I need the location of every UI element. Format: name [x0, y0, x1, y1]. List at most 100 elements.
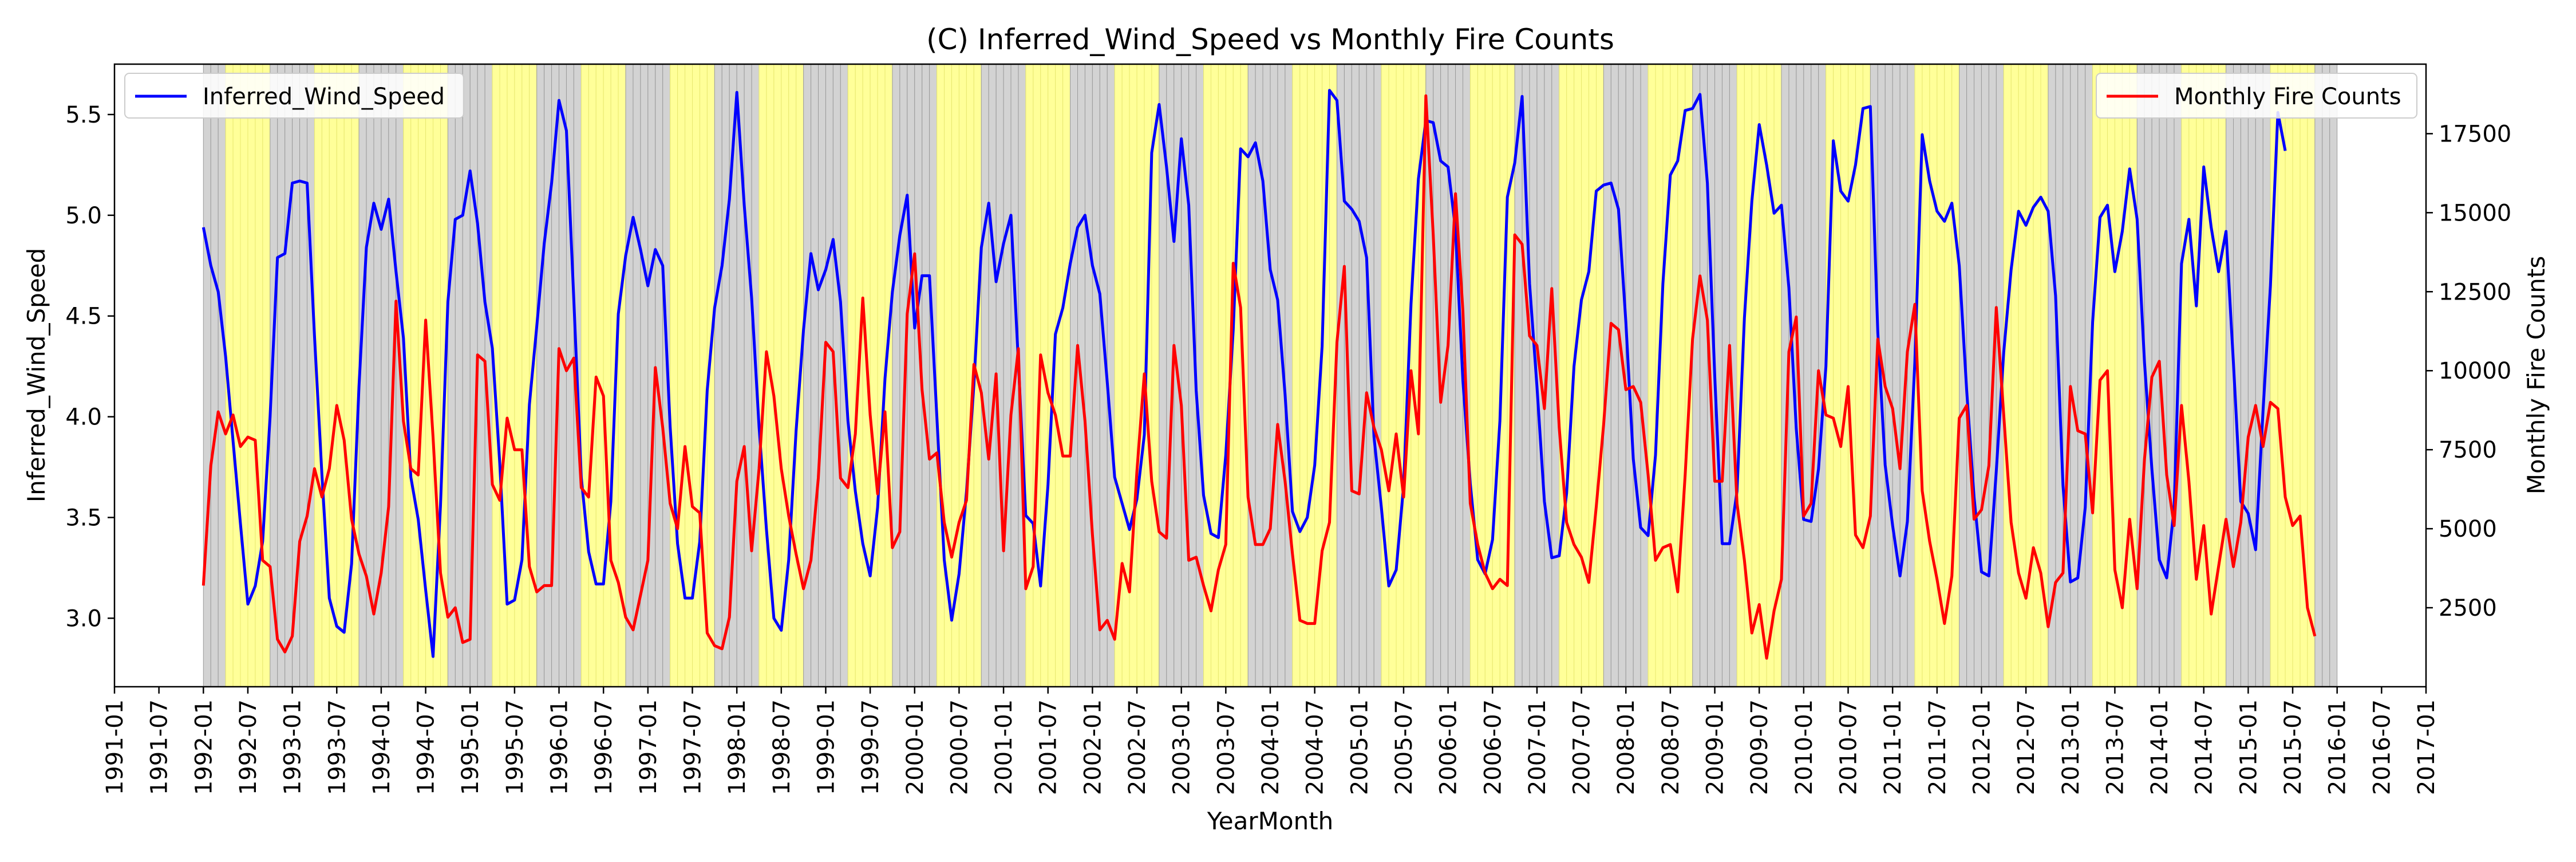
x-tick-label: 2010-01 [1791, 699, 1818, 795]
x-tick-label: 2009-01 [1702, 699, 1729, 795]
band-dry [773, 64, 782, 687]
x-tick-label: 1993-07 [324, 699, 350, 795]
band-dry [336, 64, 345, 687]
band-dry [870, 64, 878, 687]
band-dry [1840, 64, 1848, 687]
band-wet [210, 64, 219, 687]
x-axis-label: YearMonth [1207, 807, 1334, 835]
x-tick-label: 2005-07 [1391, 699, 1417, 795]
band-wet [2070, 64, 2079, 687]
x-tick-label: 2008-07 [1658, 699, 1684, 795]
band-dry [1581, 64, 1590, 687]
y-right-tick-label: 15000 [2439, 200, 2511, 226]
band-dry [232, 64, 241, 687]
band-wet [1803, 64, 1812, 687]
band-dry [1477, 64, 1485, 687]
band-dry [351, 64, 359, 687]
x-tick-label: 2003-07 [1213, 699, 1239, 795]
x-tick-label: 1991-07 [147, 699, 173, 795]
x-tick-label: 1999-07 [858, 699, 884, 795]
band-wet [1351, 64, 1360, 687]
band-wet [2255, 64, 2263, 687]
band-wet [981, 64, 989, 687]
band-wet [1196, 64, 1204, 687]
band-wet [1692, 64, 1701, 687]
band-dry [2092, 64, 2101, 687]
x-tick-label: 1992-07 [235, 699, 262, 795]
x-tick-label: 1995-07 [502, 699, 528, 795]
band-wet [1966, 64, 1975, 687]
band-dry [2218, 64, 2227, 687]
band-dry [595, 64, 604, 687]
y-axis-right: 2500 5000 7500 10000 12500 15000 17500 [2426, 121, 2511, 621]
y-left-tick-label: 5.5 [65, 102, 102, 128]
x-axis: 1991-01 1991-07 1992-01 1992-07 1993-01 1993-… [102, 687, 2440, 795]
x-tick-label: 2016-07 [2369, 699, 2395, 795]
band-dry [937, 64, 945, 687]
band-dry [1670, 64, 1678, 687]
band-wet [299, 64, 307, 687]
y-left-tick-label: 5.0 [65, 203, 102, 229]
x-tick-label: 2004-01 [1258, 699, 1284, 795]
x-tick-label: 1994-07 [413, 699, 440, 795]
x-tick-label: 2002-01 [1080, 699, 1106, 795]
band-wet [2136, 64, 2145, 687]
y-right-tick-label: 17500 [2439, 121, 2511, 147]
band-dry [1492, 64, 1500, 687]
x-tick-label: 1994-01 [369, 699, 395, 795]
band-wet [2240, 64, 2249, 687]
band-dry [410, 64, 419, 687]
background-bands [203, 64, 2338, 687]
x-tick-label: 2002-07 [1124, 699, 1151, 795]
series-line-wind-speed [202, 89, 2287, 658]
band-dry [2307, 64, 2316, 687]
x-tick-label: 2014-01 [2147, 699, 2173, 795]
x-tick-label: 2010-07 [1836, 699, 1862, 795]
x-tick-label: 2003-01 [1169, 699, 1195, 795]
band-dry [2196, 64, 2204, 687]
band-dry [262, 64, 271, 687]
x-tick-label: 2012-01 [1969, 699, 1995, 795]
band-wet [825, 64, 833, 687]
band-wet [307, 64, 315, 687]
band-dry [1595, 64, 1604, 687]
band-dry [1469, 64, 1478, 687]
band-wet [447, 64, 456, 687]
x-tick-label: 1993-01 [280, 699, 306, 795]
band-wet [544, 64, 552, 687]
x-tick-label: 2011-07 [1925, 699, 1951, 795]
band-dry [2033, 64, 2041, 687]
band-dry [1381, 64, 1389, 687]
x-tick-label: 2006-07 [1480, 699, 1506, 795]
band-wet [2314, 64, 2323, 687]
y-right-tick-label: 7500 [2439, 437, 2497, 463]
band-dry [788, 64, 797, 687]
x-tick-label: 2014-07 [2191, 699, 2218, 795]
band-wet [1285, 64, 1293, 687]
y-axis-left-label: Inferred_Wind_Speed [22, 248, 50, 502]
x-tick-label: 2012-07 [2013, 699, 2040, 795]
x-tick-label: 2004-07 [1302, 699, 1329, 795]
band-wet [203, 64, 211, 687]
band-dry [255, 64, 263, 687]
band-wet [1640, 64, 1649, 687]
band-wet [2077, 64, 2086, 687]
band-wet [892, 64, 900, 687]
band-wet [1358, 64, 1367, 687]
legend-left: Inferred_Wind_Speed [124, 73, 464, 119]
x-tick-label: 1998-01 [724, 699, 750, 795]
band-dry [2003, 64, 2012, 687]
y-left-tick-label: 4.5 [65, 304, 102, 330]
band-wet [218, 64, 226, 687]
band-wet [1884, 64, 1893, 687]
band-dry [1589, 64, 1597, 687]
band-dry [2181, 64, 2190, 687]
band-dry [521, 64, 530, 687]
x-tick-label: 2011-01 [1880, 699, 1906, 795]
x-tick-label: 2000-07 [946, 699, 973, 795]
y-right-tick-label: 5000 [2439, 516, 2497, 542]
legend-right-frame [2096, 73, 2417, 119]
band-dry [2285, 64, 2293, 687]
band-dry [1862, 64, 1871, 687]
